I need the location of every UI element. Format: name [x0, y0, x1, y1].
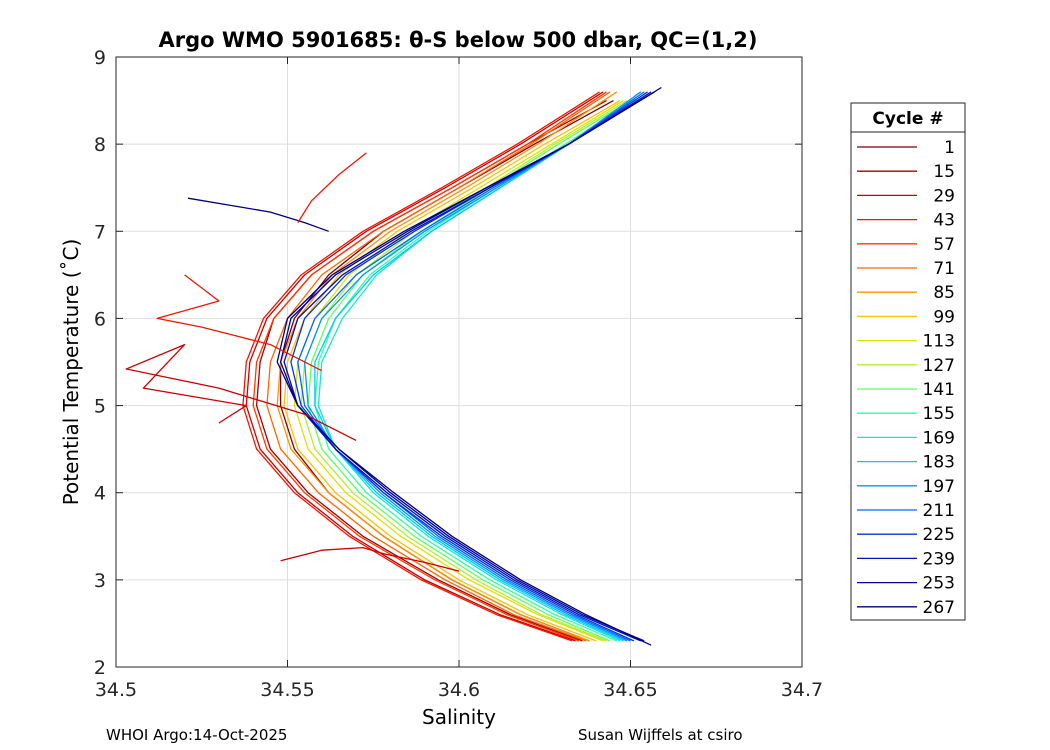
- series-line-outlier-cold-fresh: [125, 343, 357, 441]
- legend-entry-label: 113: [923, 332, 955, 352]
- y-tick-label: 4: [94, 483, 106, 505]
- y-tick-label: 9: [94, 47, 106, 69]
- series-lines: [125, 86, 662, 646]
- legend-entry-label: 155: [923, 404, 955, 424]
- legend-entry-label: 85: [933, 283, 955, 303]
- legend-entry-label: 267: [923, 598, 955, 618]
- legend-title: Cycle #: [872, 109, 943, 129]
- series-line-outlier-late-low-T: [280, 546, 460, 572]
- legend-entry-label: 29: [933, 186, 955, 206]
- axis-ticks: 34.5 34.55 34.6 34.65 34.7 2 3 4 5 6 7 8 9: [94, 47, 823, 701]
- x-tick-label: 34.5: [95, 679, 137, 701]
- legend-entry-label: 99: [933, 307, 955, 327]
- series-line-57: [252, 91, 607, 642]
- series-line-outlier-blue-spike: [187, 197, 329, 232]
- y-axis-label: Potential Temperature (˚C): [59, 239, 83, 506]
- legend-entry-label: 127: [923, 356, 955, 376]
- series-line-29: [245, 91, 604, 642]
- footer-source-date: WHOI Argo:14-Oct-2025: [106, 726, 288, 744]
- legend-entry-label: 1: [944, 138, 955, 158]
- legend-entry-label: 169: [923, 428, 955, 448]
- series-line-239: [283, 91, 652, 642]
- x-tick-label: 34.55: [260, 679, 314, 701]
- legend-entry-label: 57: [933, 235, 955, 255]
- series-line-211: [297, 91, 645, 642]
- legend-entry-label: 43: [933, 211, 955, 231]
- series-line-267: [276, 86, 662, 646]
- legend-entry-label: 253: [923, 574, 955, 594]
- legend-entry-label: 71: [933, 259, 955, 279]
- legend-entry-label: 239: [923, 549, 955, 569]
- grid-lines: [116, 57, 802, 667]
- y-tick-label: 3: [94, 570, 106, 592]
- series-line-71: [266, 91, 611, 642]
- series-line-85: [276, 91, 618, 642]
- y-tick-label: 2: [94, 657, 106, 679]
- x-tick-label: 34.65: [603, 679, 657, 701]
- series-line-outlier-west-excursion: [156, 274, 323, 372]
- x-tick-label: 34.7: [781, 679, 823, 701]
- y-tick-label: 6: [94, 308, 106, 330]
- legend-entry-label: 15: [933, 162, 955, 182]
- legend-entry-label: 183: [923, 453, 955, 473]
- legend-entry-label: 211: [923, 501, 955, 521]
- series-line-outlier-warm-orange: [297, 152, 367, 223]
- x-axis-label: Salinity: [422, 705, 496, 729]
- plot-area: 34.5 34.55 34.6 34.65 34.7 2 3 4 5 6 7 8 9: [94, 47, 823, 701]
- series-line-43: [242, 91, 600, 642]
- series-line-99: [283, 100, 621, 642]
- legend-entry-label: 197: [923, 477, 955, 497]
- legend-entries: 1 15 29 43 57 71 85 99 113 127 141 155 169 183 197 211 2…: [857, 138, 955, 618]
- legend: Cycle # 1 15 29 43 57 71 85 99 113 127 141 155 169 18…: [850, 102, 966, 621]
- legend-entry-label: 141: [923, 380, 955, 400]
- chart-title: Argo WMO 5901685: θ-S below 500 dbar, QC…: [159, 28, 758, 52]
- series-line-197: [303, 91, 642, 642]
- y-tick-label: 5: [94, 396, 106, 418]
- series-line-183: [314, 91, 642, 642]
- legend-entry-label: 225: [923, 525, 955, 545]
- y-tick-label: 7: [94, 221, 106, 243]
- y-tick-label: 8: [94, 134, 106, 156]
- x-tick-label: 34.6: [438, 679, 480, 701]
- footer-credit: Susan Wijffels at csiro: [578, 726, 743, 744]
